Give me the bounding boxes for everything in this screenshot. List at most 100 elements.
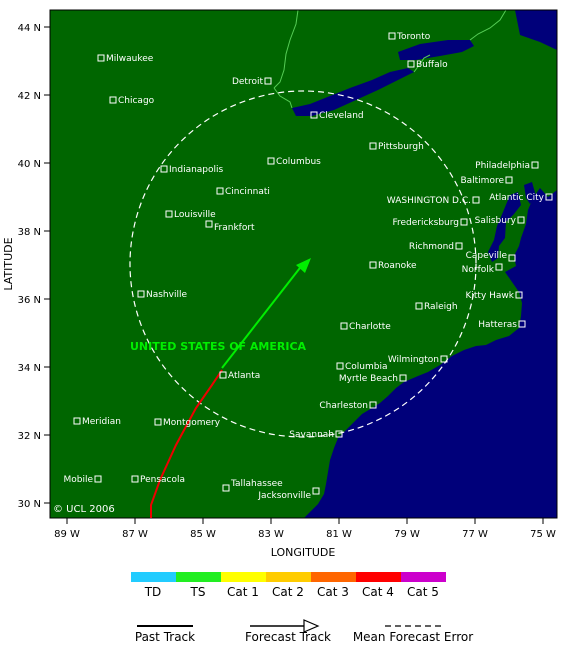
- city-marker-icon: [545, 193, 553, 201]
- legend-swatch-cat1: [221, 572, 266, 582]
- copyright-text: © UCL 2006: [53, 504, 115, 515]
- city-label: Louisville: [174, 210, 216, 220]
- category-legend: TD TS Cat 1 Cat 2 Cat 3 Cat 4 Cat 5: [131, 572, 446, 599]
- y-tick-label: 36 N: [18, 295, 41, 306]
- city-marker-icon: [415, 302, 423, 310]
- city-label: Salisbury: [475, 216, 517, 226]
- legend-swatch-ts: [176, 572, 221, 582]
- city-label: Indianapolis: [169, 165, 224, 175]
- city-marker-icon: [518, 320, 526, 328]
- city-marker-icon: [369, 401, 377, 409]
- legend-label-cat5: Cat 5: [407, 585, 439, 599]
- city-marker-icon: [73, 417, 81, 425]
- city-label: Nashville: [146, 290, 187, 300]
- city-label: Mobile: [63, 475, 93, 485]
- legend-label-cat3: Cat 3: [317, 585, 349, 599]
- city-marker-icon: [508, 254, 516, 262]
- city-label: Meridian: [82, 417, 121, 427]
- city-label: Atlanta: [228, 371, 260, 381]
- border-line: [273, 10, 299, 109]
- city-marker-icon: [335, 430, 343, 438]
- x-tick-label: 81 W: [326, 529, 352, 540]
- city-label: Atlantic City: [489, 193, 544, 203]
- city-label: Cleveland: [319, 111, 364, 121]
- city-label: Hatteras: [478, 320, 517, 330]
- city-marker-icon: [160, 165, 168, 173]
- y-tick-label: 40 N: [18, 159, 41, 170]
- city-marker-icon: [517, 216, 525, 224]
- x-tick-label: 87 W: [122, 529, 148, 540]
- city-label: Toronto: [396, 32, 431, 42]
- city-marker-icon: [312, 487, 320, 495]
- y-tick-label: 38 N: [18, 227, 41, 238]
- city-marker-icon: [131, 475, 139, 483]
- city-marker-icon: [310, 111, 318, 119]
- y-axis-title: LATITUDE: [2, 237, 15, 290]
- city-marker-icon: [264, 77, 272, 85]
- legend-swatch-cat3: [311, 572, 356, 582]
- past-track-line: [150, 369, 223, 518]
- city-label: Charleston: [319, 401, 368, 411]
- city-label: Buffalo: [416, 60, 448, 70]
- city-marker-icon: [94, 475, 102, 483]
- city-label: Philadelphia: [475, 161, 530, 171]
- city-label: Myrtle Beach: [339, 374, 398, 384]
- city-label: Pensacola: [140, 475, 185, 485]
- city-label: Savannah: [289, 430, 334, 440]
- y-tick-label: 30 N: [18, 499, 41, 510]
- city-marker-icon: [216, 187, 224, 195]
- map-frame: [49, 9, 558, 519]
- legend-swatch-cat4: [356, 572, 401, 582]
- city-marker-icon: [472, 196, 480, 204]
- forecast-arrow-head: [296, 258, 311, 273]
- city-label: WASHINGTON D.C.: [387, 196, 471, 206]
- city-marker-icon: [165, 210, 173, 218]
- city-marker-icon: [440, 355, 448, 363]
- legend-label-cat2: Cat 2: [272, 585, 304, 599]
- city-marker-icon: [515, 291, 523, 299]
- y-tick-label: 42 N: [18, 91, 41, 102]
- city-label: Cincinnati: [225, 187, 270, 197]
- chesapeake-bay: [488, 192, 521, 262]
- x-tick-label: 89 W: [54, 529, 80, 540]
- city-label: Raleigh: [424, 302, 458, 312]
- forecast-arrow-key-icon: [303, 619, 320, 633]
- city-label: Wilmington: [388, 355, 439, 365]
- city-label: Pittsburgh: [378, 142, 424, 152]
- city-marker-icon: [137, 290, 145, 298]
- city-markers: Toronto Milwaukee Buffalo Detroit Chicag…: [63, 32, 553, 501]
- mean-error-label: Mean Forecast Error: [353, 630, 473, 644]
- city-label: Detroit: [232, 77, 264, 87]
- city-label: Chicago: [118, 96, 155, 106]
- city-label: Tallahassee: [230, 479, 283, 489]
- legend-swatch-td: [131, 572, 176, 582]
- y-axis-ticks: 44 N 42 N 40 N 38 N 36 N 34 N 32 N 30 N: [18, 23, 50, 510]
- x-axis-title: LONGITUDE: [271, 546, 336, 559]
- city-label: Kitty Hawk: [465, 291, 514, 301]
- city-label: Columbia: [345, 362, 388, 372]
- city-label: Norfolk: [462, 265, 495, 275]
- forecast-track-line: [221, 263, 304, 369]
- city-label: Roanoke: [378, 261, 417, 271]
- mean-forecast-error-circle: [129, 90, 477, 438]
- city-marker-icon: [455, 242, 463, 250]
- city-marker-icon: [531, 161, 539, 169]
- legend-swatch-cat2: [266, 572, 311, 582]
- x-tick-label: 75 W: [530, 529, 556, 540]
- lake-ontario: [398, 40, 474, 60]
- city-label: Richmond: [409, 242, 454, 252]
- legend-swatch-cat5: [401, 572, 446, 582]
- y-tick-label: 34 N: [18, 363, 41, 374]
- city-marker-icon: [495, 263, 503, 271]
- city-label: Jacksonville: [257, 491, 311, 501]
- x-tick-label: 83 W: [258, 529, 284, 540]
- city-label: Fredericksburg: [392, 218, 459, 228]
- x-axis-ticks: 89 W 87 W 85 W 83 W 81 W 79 W 77 W 75 W: [54, 518, 556, 540]
- y-tick-label: 44 N: [18, 23, 41, 34]
- legend-label-td: TD: [144, 585, 162, 599]
- city-label: Montgomery: [163, 418, 221, 428]
- legend-label-cat1: Cat 1: [227, 585, 259, 599]
- city-label: Frankfort: [214, 223, 255, 233]
- city-marker-icon: [340, 322, 348, 330]
